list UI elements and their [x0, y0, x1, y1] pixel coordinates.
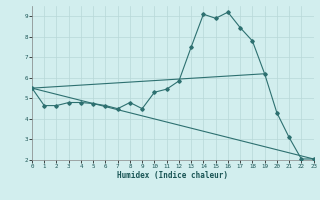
- X-axis label: Humidex (Indice chaleur): Humidex (Indice chaleur): [117, 171, 228, 180]
